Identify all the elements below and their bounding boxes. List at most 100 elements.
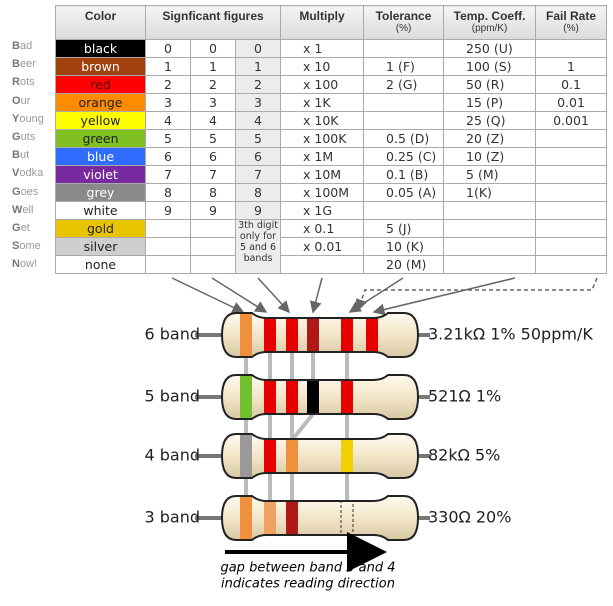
color-band xyxy=(341,375,353,419)
table-cell: 0.1 (B) xyxy=(363,165,445,184)
resistor-outline xyxy=(220,433,420,479)
mnemonic: Bad Beer Rots Our Young Guts But Vodka Goes Well G… xyxy=(12,37,44,273)
resistor: 5 band 521Ω 1% xyxy=(144,374,501,420)
resistor-outline xyxy=(220,495,420,541)
table-cell: 50 (R) xyxy=(443,75,537,94)
color-band xyxy=(341,434,353,478)
mnemonic-word: Get xyxy=(12,221,30,234)
table-cell: x 10 xyxy=(280,57,365,76)
table-cell: 1 xyxy=(234,57,282,76)
caption: indicates reading direction xyxy=(221,577,395,592)
color-swatch: black xyxy=(55,39,146,58)
color-band xyxy=(264,434,276,478)
color-band xyxy=(286,496,298,540)
color-band xyxy=(286,434,298,478)
resistor-value: 330Ω 20% xyxy=(428,508,511,527)
color-band xyxy=(240,375,252,419)
table-row: grey 8 8 8 x 100M 0.05 (A) 1(K) xyxy=(55,183,608,202)
color-swatch: yellow xyxy=(55,111,146,130)
pointer-arrows xyxy=(171,277,598,316)
table-cell: x 10M xyxy=(280,165,365,184)
table-cell: 20 (Z) xyxy=(443,129,537,148)
color-swatch: violet xyxy=(55,165,146,184)
color-swatch: orange xyxy=(55,93,146,112)
table-row: black 0 0 0 x 1 250 (U) xyxy=(55,39,608,58)
table-cell: 6 xyxy=(234,147,282,166)
table-row: gold 3th digit only for 5 and 6 bands x 0.… xyxy=(55,219,608,274)
color-swatch: red xyxy=(55,75,146,94)
table-cell: 0.001 xyxy=(535,111,608,130)
table-cell xyxy=(190,255,236,274)
color-band xyxy=(286,313,298,357)
color-band xyxy=(264,375,276,419)
resistor-value: 521Ω 1% xyxy=(428,387,501,406)
resistor: 3 band 330Ω 20% xyxy=(144,495,511,541)
table-row: violet 7 7 7 x 10M 0.1 (B) 5 (M) xyxy=(55,165,608,184)
table-cell: 0.25 (C) xyxy=(363,147,445,166)
table-row: orange 3 3 3 x 1K 15 (P) 0.01 xyxy=(55,93,608,112)
table-cell: 0 xyxy=(234,39,282,58)
header-unit: (%) xyxy=(563,23,579,34)
table-cell: 5 (J) xyxy=(363,219,445,238)
header-text: Signficant figures xyxy=(162,9,264,23)
color-swatch: none xyxy=(55,255,146,274)
table-row: white 9 9 9 x 1G xyxy=(55,201,608,220)
resistor-outline xyxy=(220,312,420,358)
table-row: green 5 5 5 x 100K 0.5 (D) 20 (Z) xyxy=(55,129,608,148)
header-text: Tolerance xyxy=(375,9,432,23)
mnemonic-word: Rots xyxy=(12,76,35,89)
header: Temp. Coeff. (ppm/K) xyxy=(443,5,537,40)
mnemonic-word: Goes xyxy=(12,185,39,198)
header-text: Multiply xyxy=(299,9,345,23)
mnemonic-word: Some xyxy=(12,240,41,253)
note-cell: 3th digit only for 5 and 6 bands xyxy=(234,219,282,274)
mnemonic-word: Well xyxy=(12,203,34,216)
color-band xyxy=(240,496,252,540)
color-band xyxy=(240,434,252,478)
header: Tolerance (%) xyxy=(363,5,445,40)
table-cell: 20 (M) xyxy=(363,255,445,274)
color-band xyxy=(341,313,353,357)
color-swatch: grey xyxy=(55,183,146,202)
mnemonic-word: Vodka xyxy=(12,167,44,180)
color-band xyxy=(240,313,252,357)
mnemonic-word: Our xyxy=(12,94,31,107)
color-band xyxy=(307,313,319,357)
table-cell: 9 xyxy=(234,201,282,220)
table-cell: 3 xyxy=(234,93,282,112)
header-text: Color xyxy=(84,9,117,23)
mnemonic-word: Now! xyxy=(12,258,38,271)
color-code-table: Color Signficant figures Multiply Tolera… xyxy=(55,5,608,274)
table-cell: 0.01 xyxy=(535,93,608,112)
color-band xyxy=(264,496,276,540)
table-cell: 15 (P) xyxy=(443,93,537,112)
mnemonic-word: Young xyxy=(12,112,44,125)
caption: gap between band 3 and 4 xyxy=(220,561,395,576)
band-count: 4 band xyxy=(144,446,200,465)
header-text: Temp. Coeff. xyxy=(453,9,526,23)
color-swatch: blue xyxy=(55,147,146,166)
mnemonic-word: Beer xyxy=(12,58,36,71)
table-cell xyxy=(535,255,608,274)
header-text: Fail Rate xyxy=(546,9,597,23)
color-band xyxy=(264,313,276,357)
resistor: 6 band 3.21kΩ 1% 50ppm/K xyxy=(144,312,593,358)
header-unit: (ppm/K) xyxy=(471,23,508,34)
mnemonic-word: Guts xyxy=(12,130,36,143)
band-count: 5 band xyxy=(144,387,200,406)
resistor: 4 band 82kΩ 5% xyxy=(144,433,500,479)
header: Multiply xyxy=(280,5,365,40)
table-cell: 8 xyxy=(234,183,282,202)
table-cell: 5 xyxy=(234,129,282,148)
color-band xyxy=(286,375,298,419)
resistor-outline xyxy=(220,374,420,420)
table-cell: 0.5 (D) xyxy=(363,129,445,148)
band-count: 3 band xyxy=(144,508,200,527)
table-cell: x 10K xyxy=(280,111,365,130)
resistor-value: 3.21kΩ 1% 50ppm/K xyxy=(428,325,593,344)
table-cell: 10 (Z) xyxy=(443,147,537,166)
header-unit: (%) xyxy=(395,23,412,34)
mnemonic-word: But xyxy=(12,149,30,162)
